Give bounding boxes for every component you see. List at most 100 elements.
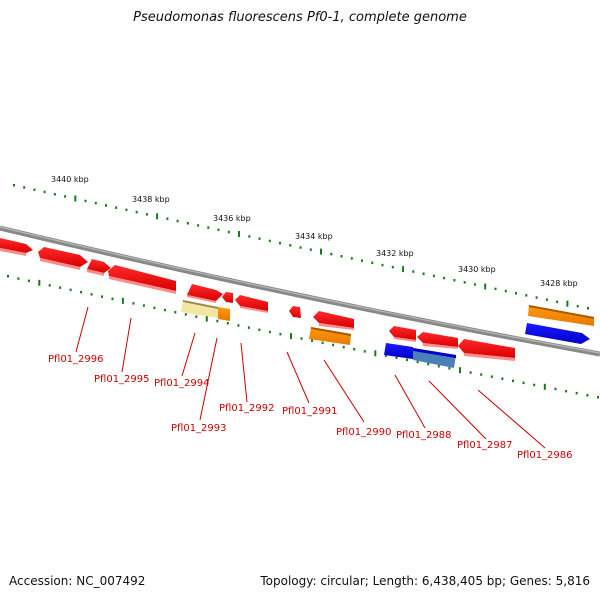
gene-feature-outer-4[interactable] [108, 265, 176, 294]
scale-minor-tick [350, 257, 353, 260]
scale-minor-tick [363, 350, 366, 353]
scale-minor-tick [142, 304, 145, 307]
scale-minor-tick [237, 324, 240, 327]
feature-pale-block[interactable] [181, 300, 218, 318]
scale-minor-tick [195, 315, 198, 318]
scale-minor-tick [416, 360, 419, 364]
scale-minor-tick [53, 193, 56, 196]
scale-major-tick [238, 231, 240, 237]
gene-label-pfl01-2992[interactable]: Pfl01_2992 [219, 403, 275, 414]
scale-minor-tick [7, 275, 9, 278]
gene-leader-lines [75, 306, 546, 449]
scale-minor-tick [33, 188, 36, 191]
gene-feature-outer-2[interactable] [38, 247, 88, 270]
gene-feature-outer-6[interactable] [222, 292, 233, 303]
scale-minor-tick [463, 281, 466, 284]
scale-minor-tick [163, 308, 166, 312]
scale-label-3436: 3436 kbp [213, 214, 251, 223]
scale-minor-tick [490, 375, 493, 378]
scale-minor-tick [27, 279, 30, 283]
scale-minor-tick [176, 219, 179, 223]
scale-minor-tick [412, 270, 415, 273]
scale-minor-tick [473, 283, 476, 286]
gene-label-pfl01-2994[interactable]: Pfl01_2994 [154, 378, 210, 389]
scale-minor-tick [227, 230, 230, 234]
gene-feature-outer-12[interactable] [458, 339, 515, 361]
scale-minor-tick [186, 222, 189, 225]
scale-label-3438: 3438 kbp [132, 195, 170, 204]
scale-label-3434: 3434 kbp [295, 232, 333, 241]
feature-orange-small[interactable] [218, 307, 230, 321]
feature-orange-block-right[interactable] [528, 305, 594, 326]
scale-minor-tick [342, 345, 345, 349]
scale-minor-tick [94, 201, 97, 205]
scale-minor-tick [153, 306, 156, 310]
scale-minor-tick [217, 228, 220, 232]
scale-minor-tick [427, 362, 430, 366]
scale-minor-tick [371, 261, 374, 265]
gene-label-pfl01-2988[interactable]: Pfl01_2988 [396, 430, 452, 441]
scale-minor-tick [289, 244, 292, 247]
chromosome-backbone [0, 225, 600, 357]
gene-feature-outer-8[interactable] [289, 306, 301, 318]
scale-minor-tick [448, 367, 451, 370]
scale-minor-tick [64, 195, 67, 198]
scale-major-tick [74, 195, 77, 202]
scale-major-tick [566, 300, 569, 307]
scale-minor-tick [84, 199, 87, 203]
scale-minor-tick [545, 298, 548, 301]
gene-feature-outer-10[interactable] [389, 326, 416, 342]
scale-minor-tick [23, 186, 26, 189]
gene-label-pfl01-2993[interactable]: Pfl01_2993 [171, 423, 227, 434]
scale-minor-tick [575, 391, 578, 395]
gene-feature-outer-3[interactable] [87, 259, 111, 276]
scale-minor-tick [504, 289, 507, 293]
scale-minor-tick [13, 184, 15, 187]
gene-label-pfl01-2986[interactable]: Pfl01_2986 [517, 450, 573, 461]
scale-minor-tick [535, 296, 538, 299]
gene-feature-outer-7[interactable] [235, 295, 268, 313]
scale-minor-tick [432, 274, 435, 278]
scale-label-3430: 3430 kbp [458, 265, 496, 274]
gene-label-pfl01-2987[interactable]: Pfl01_2987 [457, 440, 513, 451]
gene-feature-outer-11[interactable] [417, 332, 458, 349]
scale-minor-tick [105, 204, 107, 207]
feature-blue-arrow-right[interactable] [525, 323, 590, 344]
scale-minor-tick [586, 394, 589, 397]
scale-minor-tick [332, 343, 335, 347]
feature-blue-block[interactable] [384, 343, 413, 359]
gene-feature-outer-5[interactable] [187, 284, 223, 303]
scale-minor-tick [166, 217, 169, 220]
gene-feature-outer-9[interactable] [313, 311, 354, 330]
scale-major-tick [38, 279, 41, 286]
feature-orange-block[interactable] [309, 327, 351, 345]
scale-major-tick [459, 367, 461, 374]
scale-minor-tick [184, 313, 187, 316]
scale-minor-tick [101, 295, 103, 298]
feature-steel-block[interactable] [413, 348, 456, 368]
gene-label-pfl01-2990[interactable]: Pfl01_2990 [336, 427, 392, 438]
gene-label-pfl01-2995[interactable]: Pfl01_2995 [94, 374, 150, 385]
scale-minor-tick [525, 294, 528, 297]
scale-minor-tick [59, 286, 62, 289]
scale-minor-tick [174, 311, 177, 314]
scale-major-tick [156, 213, 159, 220]
scale-minor-tick [80, 290, 83, 294]
scale-minor-tick [556, 300, 559, 304]
scale-minor-tick [565, 389, 568, 393]
scale-minor-tick [311, 339, 313, 342]
gene-label-pfl01-2991[interactable]: Pfl01_2991 [282, 406, 338, 417]
scale-minor-tick [69, 288, 72, 292]
scale-minor-tick [300, 337, 303, 340]
scale-minor-tick [247, 326, 250, 329]
scale-minor-tick [125, 208, 128, 212]
scale-minor-tick [268, 239, 271, 243]
scale-minor-tick [90, 293, 93, 296]
scale-minor-tick [216, 319, 219, 323]
scale-minor-tick [111, 297, 114, 301]
gene-label-pfl01-2996[interactable]: Pfl01_2996 [48, 354, 104, 365]
gene-feature-outer-1[interactable] [0, 238, 33, 256]
scale-minor-tick [494, 287, 497, 291]
scale-label-3428: 3428 kbp [540, 279, 578, 288]
scale-minor-tick [515, 292, 517, 295]
